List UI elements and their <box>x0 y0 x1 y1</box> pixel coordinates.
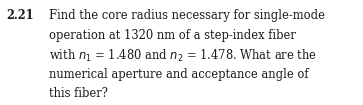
Text: 2.21: 2.21 <box>7 9 34 22</box>
Text: with $n_1$ = 1.480 and $n_2$ = 1.478. What are the: with $n_1$ = 1.480 and $n_2$ = 1.478. Wh… <box>49 48 317 64</box>
Text: operation at 1320 nm of a step-index fiber: operation at 1320 nm of a step-index fib… <box>49 29 296 42</box>
Text: numerical aperture and acceptance angle of: numerical aperture and acceptance angle … <box>49 68 309 81</box>
Text: Find the core radius necessary for single-mode: Find the core radius necessary for singl… <box>49 9 325 22</box>
Text: this fiber?: this fiber? <box>49 87 108 100</box>
